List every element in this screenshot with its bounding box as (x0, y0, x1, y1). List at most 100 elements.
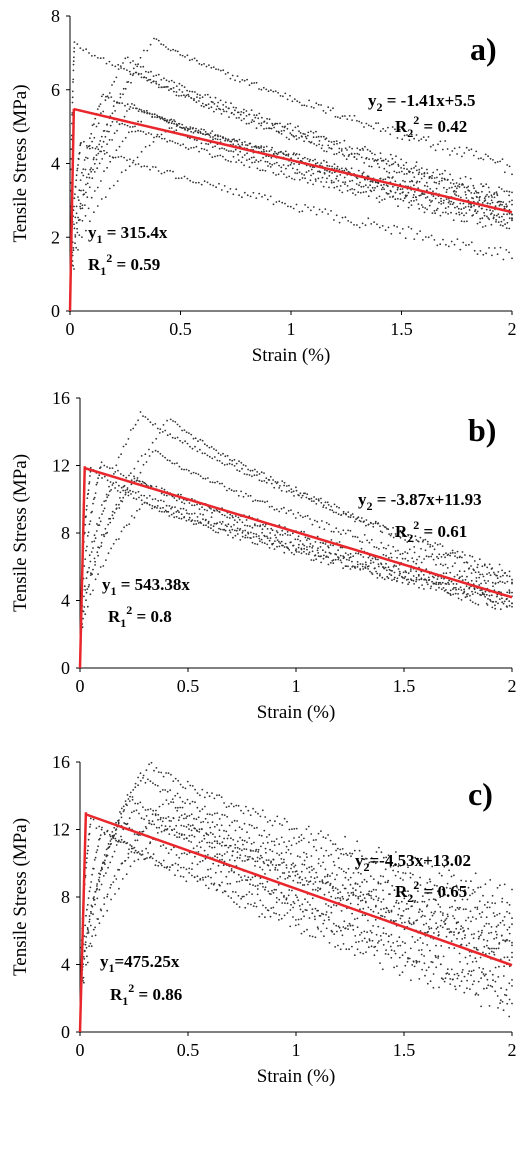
data-point (186, 129, 189, 132)
data-point (118, 887, 120, 890)
data-point (476, 222, 479, 225)
data-point (481, 573, 484, 576)
data-point (449, 154, 451, 156)
data-point (420, 953, 423, 956)
data-point (180, 493, 182, 496)
data-point (383, 188, 385, 191)
data-point (192, 181, 195, 184)
data-point (399, 232, 401, 235)
data-point (438, 173, 441, 176)
data-point (207, 520, 210, 523)
data-point (225, 830, 228, 833)
data-point (183, 838, 186, 840)
data-point (103, 500, 106, 503)
data-point (337, 857, 340, 860)
data-point (299, 856, 301, 858)
data-point (208, 813, 211, 816)
data-point (143, 858, 146, 861)
data-point (271, 889, 273, 892)
data-point (235, 529, 238, 532)
data-point (298, 551, 300, 553)
data-point (337, 549, 339, 552)
data-point (438, 182, 440, 185)
data-point (307, 170, 310, 172)
data-point (199, 846, 202, 849)
data-point (185, 94, 188, 97)
data-point (374, 905, 377, 908)
data-point (156, 116, 159, 119)
data-point (79, 202, 82, 205)
data-point (488, 1005, 491, 1007)
data-point (297, 923, 300, 926)
data-point (440, 556, 443, 558)
data-point (479, 573, 481, 576)
data-point (407, 957, 409, 960)
data-point (297, 511, 300, 514)
data-point (232, 838, 235, 841)
data-point (131, 74, 134, 77)
data-point (235, 490, 238, 492)
data-point (375, 197, 378, 200)
data-point (395, 171, 398, 174)
data-point (309, 880, 312, 883)
data-point (468, 203, 470, 205)
data-point (314, 918, 316, 921)
data-point (475, 190, 477, 193)
data-point (90, 904, 93, 907)
data-point (201, 452, 204, 455)
data-point (466, 979, 468, 982)
data-point (110, 96, 113, 98)
data-point (85, 229, 87, 232)
data-point (174, 874, 176, 877)
data-point (487, 155, 489, 158)
data-point (86, 927, 89, 929)
data-point (210, 106, 213, 109)
data-point (84, 613, 87, 616)
data-point (333, 219, 335, 221)
data-point (223, 148, 226, 150)
data-point (405, 172, 408, 175)
data-point (86, 908, 88, 911)
data-point (440, 919, 443, 922)
data-point (330, 181, 333, 184)
data-point (280, 540, 283, 543)
data-point (482, 967, 485, 970)
data-point (118, 869, 121, 871)
data-point (226, 525, 228, 528)
x-tick-label: 0.5 (177, 676, 200, 696)
data-point (193, 817, 195, 820)
data-point (338, 189, 341, 192)
data-point (115, 832, 117, 835)
data-point (342, 870, 345, 873)
data-point (320, 147, 323, 150)
data-point (407, 890, 409, 893)
data-point (300, 530, 303, 533)
data-point (90, 910, 92, 913)
data-point (162, 817, 165, 819)
data-point (497, 924, 500, 926)
data-point (178, 832, 181, 835)
data-point (248, 84, 251, 86)
data-point (241, 531, 244, 534)
data-point (153, 113, 156, 116)
data-point (460, 220, 463, 223)
data-point (457, 921, 460, 924)
data-point (212, 138, 214, 141)
data-point (424, 887, 427, 890)
data-point (258, 147, 261, 150)
data-point (211, 846, 214, 849)
data-point (355, 158, 358, 161)
data-point (485, 922, 488, 925)
data-point (205, 142, 207, 145)
data-point (298, 178, 301, 181)
data-point (91, 140, 93, 143)
data-point (156, 505, 159, 507)
data-point (309, 904, 311, 906)
data-point (127, 852, 130, 855)
data-point (349, 552, 352, 555)
data-point (330, 530, 333, 533)
data-point (364, 184, 367, 187)
data-point (279, 542, 282, 544)
data-point (278, 914, 281, 916)
data-point (304, 492, 306, 495)
